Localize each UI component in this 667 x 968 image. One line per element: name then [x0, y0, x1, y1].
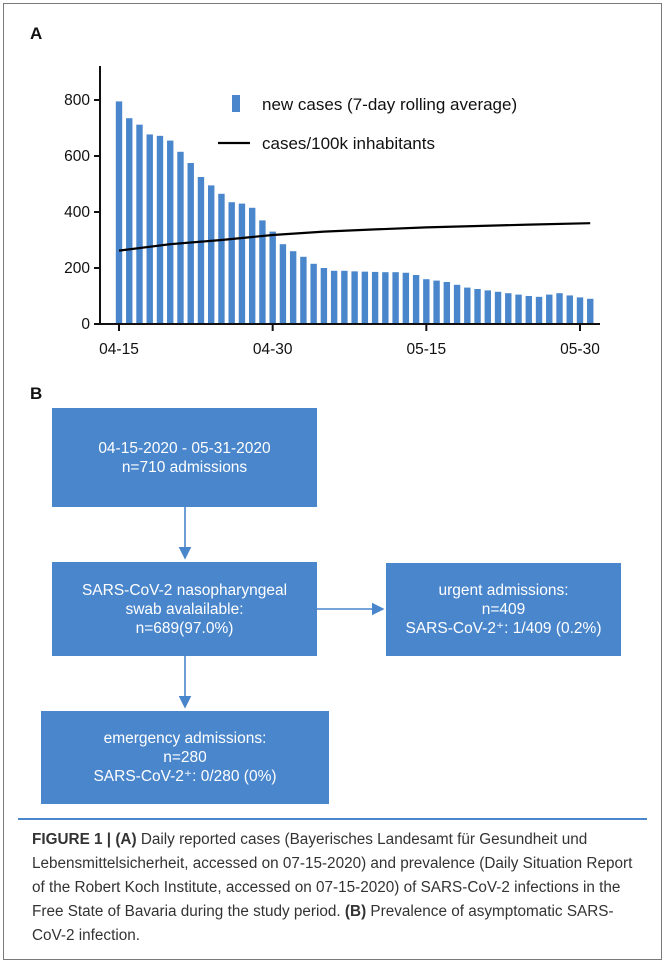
bar-05-29 — [566, 295, 573, 324]
bar-04-30 — [269, 231, 276, 324]
bar-05-14 — [412, 275, 420, 324]
figure-caption: FIGURE 1 | (A) Daily reported cases (Bay… — [32, 828, 642, 948]
caption-b-tag: (B) — [344, 903, 367, 920]
panel-b-label: B — [30, 384, 43, 403]
x-tick-label-05-15: 05-15 — [407, 341, 447, 358]
bar-05-21 — [484, 290, 491, 324]
caption-divider — [18, 818, 647, 820]
bar-05-04 — [310, 263, 317, 324]
figure-frame — [3, 3, 662, 960]
bar-05-15 — [423, 279, 430, 324]
bar-04-20 — [167, 140, 174, 324]
x-tick-label-04-15: 04-15 — [99, 341, 139, 358]
legend-label-bars: new cases (7-day rolling average) — [262, 95, 517, 114]
bar-05-18 — [453, 284, 461, 324]
flow-box-urgent-admissions: urgent admissions: n=409 SARS-CoV-2⁺: 1/… — [386, 563, 621, 656]
caption-figure-label: FIGURE 1 | — [32, 831, 116, 848]
bar-05-12 — [392, 272, 399, 324]
flow-box-swab-line1: SARS-CoV-2 nasopharyngeal — [81, 581, 288, 599]
y-tick-label-2: 400 — [64, 204, 90, 221]
bar-04-17 — [136, 124, 143, 324]
bar-04-27 — [238, 203, 246, 324]
flow-box-swab-available: SARS-CoV-2 nasopharyngeal swab avalailab… — [52, 562, 317, 656]
y-tick-label-4: 800 — [64, 92, 90, 109]
bar-05-08 — [351, 271, 358, 324]
bar-05-19 — [464, 287, 471, 324]
caption-a-text: Daily reported cases (Bayerisches Landes… — [32, 831, 633, 920]
y-tick-label-3: 600 — [64, 148, 90, 165]
bar-04-15 — [115, 101, 123, 325]
bar-05-23 — [505, 293, 512, 324]
bar-04-28 — [248, 207, 256, 324]
y-tick-label-1: 200 — [64, 260, 90, 277]
flow-box-urgent-line1: urgent admissions: — [438, 582, 569, 599]
flow-box-emergency-line1: emergency admissions: — [103, 730, 267, 747]
flow-arrows — [178, 507, 385, 709]
bar-05-26 — [535, 296, 543, 324]
bar-05-30 — [576, 297, 584, 324]
bar-05-16 — [433, 280, 440, 324]
bar-04-24 — [208, 185, 215, 324]
bar-04-19 — [156, 135, 164, 324]
panel-a-label: A — [30, 24, 43, 43]
bar-05-17 — [443, 282, 451, 324]
caption-b-text: Prevalence of asymptomatic SARS-CoV-2 in… — [32, 903, 614, 944]
bar-04-21 — [177, 151, 184, 324]
flow-box-total-line1: 04-15-2020 - 05-31-2020 — [98, 439, 271, 457]
bar-05-20 — [474, 289, 481, 324]
bar-05-05 — [320, 268, 328, 324]
bar-05-09 — [361, 271, 369, 324]
flow-box-urgent-line3: SARS-CoV-2⁺: 1/409 (0.2%) — [405, 620, 602, 637]
bar-04-26 — [228, 202, 235, 324]
bar-05-02 — [289, 251, 297, 324]
bar-05-28 — [556, 293, 563, 324]
legend-label-line: cases/100k inhabitants — [262, 134, 435, 153]
legend-swatch-bars — [232, 95, 240, 112]
chart-a: 0 200 400 600 800 04-15 04-30 05-15 05-30 new cas… — [64, 66, 600, 358]
flow-box-total-admissions: 04-15-2020 - 05-31-2020 n=710 admissions — [52, 408, 317, 507]
bar-05-25 — [525, 296, 532, 324]
bar-04-23 — [197, 177, 205, 324]
bar-05-01 — [279, 244, 287, 324]
flow-box-emergency-line2: n=280 — [163, 749, 207, 766]
flow-box-swab-line3: n=689(97.0%) — [135, 619, 234, 637]
bar-05-03 — [300, 256, 307, 324]
bar-05-06 — [330, 270, 338, 324]
bar-05-10 — [371, 271, 379, 324]
bar-05-22 — [494, 291, 502, 324]
bar-05-07 — [341, 270, 348, 324]
flow-box-emergency-line3: SARS-CoV-2⁺: 0/280 (0%) — [93, 768, 277, 785]
x-tick-label-04-30: 04-30 — [253, 341, 293, 358]
x-tick-label-05-30: 05-30 — [560, 341, 600, 358]
flow-box-swab-line2: swab avalailable: — [125, 600, 244, 618]
bar-05-11 — [382, 272, 389, 324]
bar-05-13 — [402, 272, 410, 324]
line-cases-per-100k — [118, 222, 591, 252]
bar-05-24 — [515, 294, 522, 324]
caption-a-tag: (A) — [115, 831, 137, 848]
bar-04-18 — [146, 134, 153, 324]
bar-04-25 — [218, 193, 225, 324]
flow-box-total-line2: n=710 admissions — [121, 458, 248, 476]
bar-05-27 — [546, 294, 553, 324]
bar-04-29 — [259, 220, 266, 324]
flow-box-urgent-line2: n=409 — [481, 601, 526, 618]
y-tick-label-0: 0 — [81, 316, 90, 333]
bar-04-16 — [126, 118, 133, 324]
flow-box-emergency-admissions: emergency admissions: n=280 SARS-CoV-2⁺:… — [41, 711, 329, 804]
bar-05-31 — [587, 298, 594, 324]
